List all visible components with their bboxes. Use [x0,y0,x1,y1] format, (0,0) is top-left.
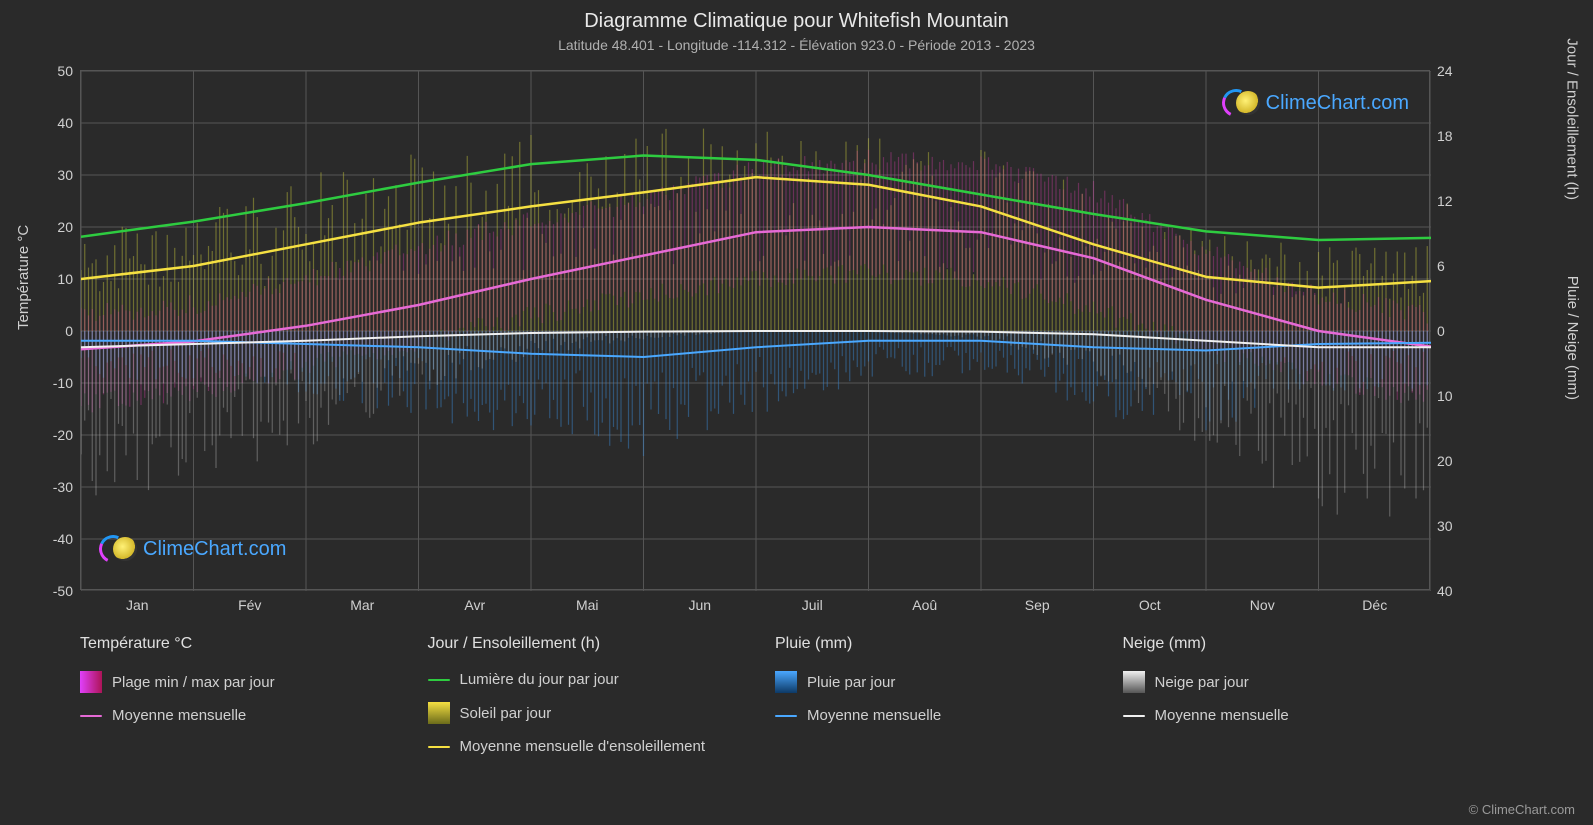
legend-swatch [1123,715,1145,717]
legend-header: Pluie (mm) [775,635,1083,653]
watermark-text: ClimeChart.com [1266,92,1409,115]
y-tick-left: 40 [33,115,73,131]
y-tick-right-precip: 10 [1437,388,1477,404]
axis-label-right-bottom: Pluie / Neige (mm) [1564,276,1581,400]
watermark-logo-icon [99,535,137,563]
legend-swatch [80,671,102,693]
chart-title: Diagramme Climatique pour Whitefish Moun… [0,0,1593,33]
legend-swatch [428,746,450,748]
legend-swatch [80,715,102,717]
legend-label: Plage min / max par jour [112,674,275,691]
y-tick-right-hours: 12 [1437,193,1477,209]
legend-label: Neige par jour [1155,674,1249,691]
y-tick-left: 20 [33,219,73,235]
watermark-text: ClimeChart.com [143,538,286,561]
x-tick-month: Jun [688,597,711,613]
legend-swatch [775,715,797,717]
legend-item: Neige par jour [1123,671,1431,693]
legend-header: Température °C [80,635,388,653]
y-tick-left: 0 [33,323,73,339]
y-tick-right-precip: 30 [1437,518,1477,534]
y-tick-right-hours: 0 [1437,323,1477,339]
x-tick-month: Fév [238,597,261,613]
legend-swatch [428,702,450,724]
x-tick-month: Mar [350,597,374,613]
legend-item: Soleil par jour [428,702,736,724]
legend-item: Moyenne mensuelle d'ensoleillement [428,738,736,755]
axis-label-right-top: Jour / Ensoleillement (h) [1564,38,1581,200]
x-tick-month: Jan [126,597,149,613]
x-tick-month: Déc [1362,597,1387,613]
y-tick-right-hours: 18 [1437,128,1477,144]
legend-item: Lumière du jour par jour [428,671,736,688]
y-tick-right-precip: 40 [1437,583,1477,599]
chart-plot-area: -50-40-30-20-1001020304050 0612182410203… [80,70,1430,590]
legend-item: Plage min / max par jour [80,671,388,693]
legend-item: Moyenne mensuelle [80,707,388,724]
x-tick-month: Mai [576,597,599,613]
y-tick-left: -40 [33,531,73,547]
x-tick-month: Juil [802,597,823,613]
legend-header: Jour / Ensoleillement (h) [428,635,736,653]
legend-label: Pluie par jour [807,674,895,691]
x-tick-month: Oct [1139,597,1161,613]
legend-column: Pluie (mm) Pluie par jour Moyenne mensuell… [775,635,1083,755]
legend-item: Pluie par jour [775,671,1083,693]
x-tick-month: Avr [464,597,485,613]
legend-label: Soleil par jour [460,705,552,722]
legend-label: Lumière du jour par jour [460,671,619,688]
legend-header: Neige (mm) [1123,635,1431,653]
x-tick-month: Aoû [912,597,937,613]
x-tick-month: Sep [1025,597,1050,613]
axis-label-left: Température °C [15,225,32,330]
y-tick-right-hours: 6 [1437,258,1477,274]
y-tick-right-hours: 24 [1437,63,1477,79]
y-tick-left: 50 [33,63,73,79]
watermark-top: ClimeChart.com [1222,89,1409,117]
y-tick-left: -20 [33,427,73,443]
legend: Température °C Plage min / max par jour Mo… [80,635,1430,755]
legend-swatch [428,679,450,681]
chart-svg [81,71,1431,591]
legend-item: Moyenne mensuelle [775,707,1083,724]
y-tick-left: -30 [33,479,73,495]
legend-column: Jour / Ensoleillement (h) Lumière du jour… [428,635,736,755]
x-tick-month: Nov [1250,597,1275,613]
legend-label: Moyenne mensuelle [807,707,941,724]
y-tick-left: 10 [33,271,73,287]
legend-column: Température °C Plage min / max par jour Mo… [80,635,388,755]
y-tick-right-precip: 20 [1437,453,1477,469]
legend-label: Moyenne mensuelle d'ensoleillement [460,738,706,755]
copyright: © ClimeChart.com [1469,802,1575,817]
legend-swatch [1123,671,1145,693]
legend-swatch [775,671,797,693]
chart-subtitle: Latitude 48.401 - Longitude -114.312 - É… [0,33,1593,53]
legend-item: Moyenne mensuelle [1123,707,1431,724]
legend-label: Moyenne mensuelle [112,707,246,724]
legend-label: Moyenne mensuelle [1155,707,1289,724]
watermark-bottom: ClimeChart.com [99,535,286,563]
legend-column: Neige (mm) Neige par jour Moyenne mensuell… [1123,635,1431,755]
y-tick-left: -10 [33,375,73,391]
y-tick-left: -50 [33,583,73,599]
y-tick-left: 30 [33,167,73,183]
watermark-logo-icon [1222,89,1260,117]
